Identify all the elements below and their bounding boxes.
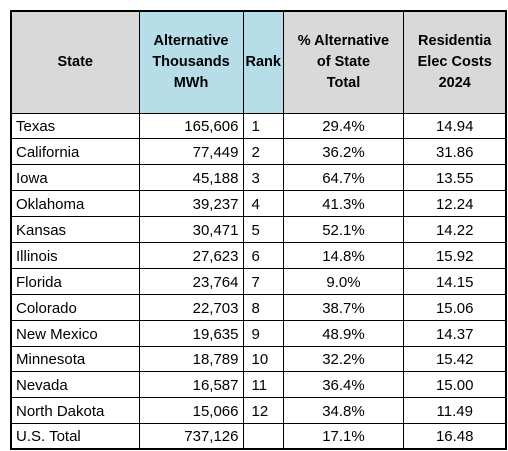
- cell-state: New Mexico: [10, 319, 140, 347]
- header-rank-label: Rank: [245, 53, 281, 70]
- cell-state: Iowa: [10, 164, 140, 192]
- cell-residential: 15.92: [402, 241, 507, 269]
- cell-state: Florida: [10, 267, 140, 295]
- cell-pct: 9.0%: [282, 267, 404, 295]
- cell-pct: 38.7%: [282, 293, 404, 321]
- table-row: Florida 23,764 7 9.0% 14.15: [10, 267, 507, 295]
- header-residential-costs: Residentia Elec Costs 2024: [402, 10, 507, 114]
- cell-pct: 41.3%: [282, 190, 404, 218]
- cell-total-alternative: 737,126: [138, 423, 244, 450]
- cell-residential: 14.37: [402, 319, 507, 347]
- total-row: U.S. Total 737,126 17.1% 16.48: [10, 423, 507, 450]
- table-container: State Alternative Thousands MWh Rank % A…: [10, 10, 508, 450]
- table-row: Iowa 45,188 3 64.7% 13.55: [10, 164, 507, 192]
- header-alternative-mwh: Alternative Thousands MWh: [138, 10, 244, 114]
- cell-rank: 1: [242, 112, 284, 140]
- cell-residential: 31.86: [402, 138, 507, 166]
- table-row: Minnesota 18,789 10 32.2% 15.42: [10, 345, 507, 373]
- header-rank: Rank: [242, 10, 284, 114]
- cell-rank: 6: [242, 241, 284, 269]
- cell-state: Colorado: [10, 293, 140, 321]
- header-res-line-1: Residentia: [418, 32, 492, 49]
- cell-residential: 14.22: [402, 216, 507, 243]
- header-pct-line-3: Total: [326, 74, 361, 91]
- cell-pct: 52.1%: [282, 216, 404, 243]
- cell-rank: 4: [242, 190, 284, 218]
- cell-pct: 29.4%: [282, 112, 404, 140]
- table-row: Nevada 16,587 11 36.4% 15.00: [10, 371, 507, 399]
- cell-alternative: 22,703: [138, 293, 244, 321]
- header-pct-line-1: % Alternative: [297, 32, 390, 49]
- cell-total-pct: 17.1%: [282, 423, 404, 450]
- cell-state: Nevada: [10, 371, 140, 399]
- cell-alternative: 39,237: [138, 190, 244, 218]
- table-row: Texas 165,606 1 29.4% 14.94: [10, 112, 507, 140]
- cell-rank: 10: [242, 345, 284, 373]
- state-energy-table: State Alternative Thousands MWh Rank % A…: [10, 10, 508, 450]
- header-pct-alternative: % Alternative of State Total: [282, 10, 404, 114]
- cell-rank: 8: [242, 293, 284, 321]
- cell-rank: 9: [242, 319, 284, 347]
- cell-state: North Dakota: [10, 397, 140, 425]
- cell-residential: 15.06: [402, 293, 507, 321]
- cell-pct: 34.8%: [282, 397, 404, 425]
- header-row: State Alternative Thousands MWh Rank % A…: [10, 10, 507, 114]
- cell-pct: 48.9%: [282, 319, 404, 347]
- cell-rank: 3: [242, 164, 284, 192]
- header-alt-line-1: Alternative: [153, 32, 229, 49]
- header-res-line-3: 2024: [438, 74, 471, 91]
- cell-rank: 12: [242, 397, 284, 425]
- cell-alternative: 165,606: [138, 112, 244, 140]
- cell-rank: 7: [242, 267, 284, 295]
- cell-alternative: 16,587: [138, 371, 244, 399]
- table-row: California 77,449 2 36.2% 31.86: [10, 138, 507, 166]
- cell-residential: 15.42: [402, 345, 507, 373]
- cell-pct: 32.2%: [282, 345, 404, 373]
- header-res-line-2: Elec Costs: [417, 53, 492, 70]
- cell-alternative: 23,764: [138, 267, 244, 295]
- cell-pct: 64.7%: [282, 164, 404, 192]
- cell-residential: 11.49: [402, 397, 507, 425]
- cell-total-rank: [242, 423, 284, 450]
- cell-alternative: 19,635: [138, 319, 244, 347]
- cell-rank: 11: [242, 371, 284, 399]
- cell-total-state: U.S. Total: [10, 423, 140, 450]
- header-pct-line-2: of State: [316, 53, 371, 70]
- table-row: Kansas 30,471 5 52.1% 14.22: [10, 216, 507, 243]
- table-row: Colorado 22,703 8 38.7% 15.06: [10, 293, 507, 321]
- cell-alternative: 27,623: [138, 241, 244, 269]
- cell-residential: 13.55: [402, 164, 507, 192]
- cell-rank: 2: [242, 138, 284, 166]
- cell-total-residential: 16.48: [402, 423, 507, 450]
- cell-pct: 36.4%: [282, 371, 404, 399]
- header-state-label: State: [57, 53, 93, 70]
- cell-residential: 15.00: [402, 371, 507, 399]
- table-row: Illinois 27,623 6 14.8% 15.92: [10, 241, 507, 269]
- cell-state: Kansas: [10, 216, 140, 243]
- cell-residential: 14.94: [402, 112, 507, 140]
- cell-state: Minnesota: [10, 345, 140, 373]
- cell-alternative: 18,789: [138, 345, 244, 373]
- cell-state: Illinois: [10, 241, 140, 269]
- cell-pct: 14.8%: [282, 241, 404, 269]
- cell-rank: 5: [242, 216, 284, 243]
- cell-pct: 36.2%: [282, 138, 404, 166]
- header-state: State: [10, 10, 140, 114]
- header-alt-line-2: Thousands: [152, 53, 230, 70]
- cell-alternative: 45,188: [138, 164, 244, 192]
- header-alt-line-3: MWh: [173, 74, 209, 91]
- cell-alternative: 15,066: [138, 397, 244, 425]
- table-row: Oklahoma 39,237 4 41.3% 12.24: [10, 190, 507, 218]
- cell-alternative: 77,449: [138, 138, 244, 166]
- cell-state: Texas: [10, 112, 140, 140]
- cell-residential: 12.24: [402, 190, 507, 218]
- cell-state: Oklahoma: [10, 190, 140, 218]
- cell-residential: 14.15: [402, 267, 507, 295]
- cell-state: California: [10, 138, 140, 166]
- cell-alternative: 30,471: [138, 216, 244, 243]
- table-row: New Mexico 19,635 9 48.9% 14.37: [10, 319, 507, 347]
- table-row: North Dakota 15,066 12 34.8% 11.49: [10, 397, 507, 425]
